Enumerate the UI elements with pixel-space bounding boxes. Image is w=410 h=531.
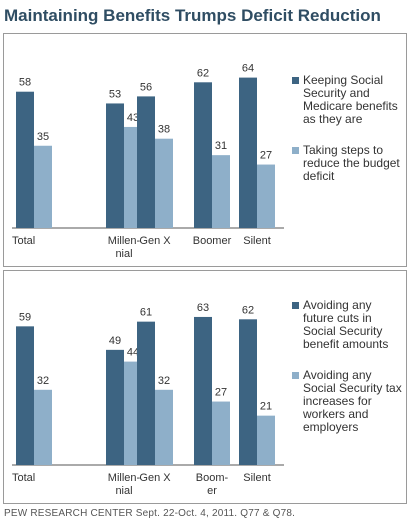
- data-label: 49: [109, 335, 121, 347]
- data-label: 27: [215, 387, 227, 399]
- legend-swatch-dark: [292, 302, 299, 309]
- data-label: 35: [37, 131, 49, 143]
- data-label: 61: [140, 307, 152, 319]
- category-tick-label: Millen-: [108, 235, 141, 247]
- category-tick-label: Boomer: [193, 235, 232, 247]
- category-tick-label: Total: [12, 472, 35, 484]
- source-note: PEW RESEARCH CENTER Sept. 22-Oct. 4, 201…: [4, 508, 296, 519]
- data-label: 64: [242, 63, 254, 75]
- bar-dark-1: [106, 103, 124, 228]
- legend-swatch-light: [292, 372, 299, 379]
- data-label: 32: [37, 375, 49, 387]
- legend-label: Keeping Social Security and Medicare ben…: [303, 73, 398, 126]
- category-tick-label: Gen X: [139, 235, 171, 247]
- data-label: 59: [19, 311, 31, 323]
- legend-swatch-dark: [292, 77, 299, 84]
- category-tick-label: nial: [115, 485, 132, 497]
- legend-item-keeping-benefits: Keeping Social Security and Medicare ben…: [292, 74, 404, 126]
- bar-dark-2: [137, 321, 155, 465]
- bar-dark-4: [239, 77, 257, 228]
- data-label: 31: [215, 140, 227, 152]
- legend-label: Avoiding any Social Security tax increas…: [303, 368, 402, 434]
- category-tick-label: er: [207, 485, 217, 497]
- bar-dark-3: [194, 82, 212, 228]
- legend-item-avoid-tax-increases: Avoiding any Social Security tax increas…: [292, 369, 404, 434]
- chart-panel-generations-cuts-vs-taxes: 59 32 Total 49 44 Millen-nial 61 32 Gen X 63 27 Boo…: [3, 270, 407, 504]
- bar-light-4: [257, 415, 275, 465]
- category-tick-label: Total: [12, 235, 35, 247]
- bar-dark-3: [194, 316, 212, 465]
- data-label: 58: [19, 77, 31, 89]
- category-tick-label: Silent: [243, 235, 271, 247]
- bar-light-3: [212, 401, 230, 465]
- category-tick-label: Boom-: [196, 472, 229, 484]
- legend-item-reduce-deficit: Taking steps to reduce the budget defici…: [292, 144, 404, 183]
- chart-legend: Avoiding any future cuts in Social Secur…: [292, 299, 404, 452]
- legend-item-avoid-benefit-cuts: Avoiding any future cuts in Social Secur…: [292, 299, 404, 351]
- chart-title: Maintaining Benefits Trumps Deficit Redu…: [4, 6, 381, 25]
- bar-dark-4: [239, 319, 257, 465]
- data-label: 56: [140, 81, 152, 93]
- chart-panel-generations-benefits-vs-deficit: 58 35 Total 53 43 Millen-nial 56 38 Gen X 62 31 Boo…: [3, 33, 407, 267]
- bar-light-0: [34, 145, 52, 228]
- category-tick-label: nial: [115, 248, 132, 260]
- category-tick-label: Gen X: [139, 472, 171, 484]
- bar-light-2: [155, 389, 173, 465]
- bar-light-3: [212, 155, 230, 228]
- bar-chart-cuts-vs-taxes: 59 32 Total 49 44 Millen-nial 61 32 Gen X 63 27 Boo…: [12, 302, 284, 497]
- data-label: 32: [158, 375, 170, 387]
- bar-light-2: [155, 138, 173, 228]
- legend-swatch-light: [292, 147, 299, 154]
- data-label: 27: [260, 150, 272, 162]
- bar-dark-2: [137, 96, 155, 229]
- bar-dark-0: [16, 326, 34, 465]
- data-label: 21: [260, 401, 272, 413]
- category-tick-label: Millen-: [108, 472, 141, 484]
- legend-label: Avoiding any future cuts in Social Secur…: [303, 298, 389, 351]
- data-label: 62: [242, 304, 254, 316]
- bar-dark-1: [106, 349, 124, 465]
- legend-label: Taking steps to reduce the budget defici…: [303, 143, 400, 183]
- bar-chart-benefits-vs-deficit: 58 35 Total 53 43 Millen-nial 56 38 Gen X 62 31 Boo…: [12, 63, 284, 260]
- bar-light-0: [34, 389, 52, 465]
- data-label: 63: [197, 302, 209, 314]
- bar-dark-0: [16, 91, 34, 228]
- data-label: 53: [109, 88, 121, 100]
- data-label: 44: [127, 347, 139, 359]
- data-label: 43: [127, 112, 139, 124]
- data-label: 38: [158, 124, 170, 136]
- chart-legend: Keeping Social Security and Medicare ben…: [292, 74, 404, 201]
- data-label: 62: [197, 67, 209, 79]
- category-tick-label: Silent: [243, 472, 271, 484]
- bar-light-4: [257, 164, 275, 228]
